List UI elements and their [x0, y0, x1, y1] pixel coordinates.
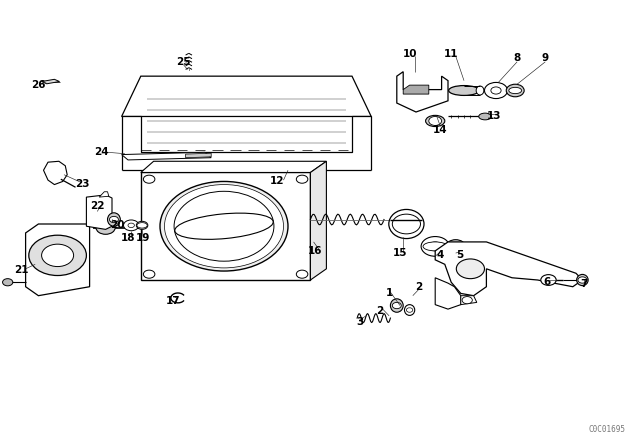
- Polygon shape: [403, 85, 429, 94]
- Text: 20: 20: [110, 220, 124, 230]
- Text: 4: 4: [436, 250, 444, 260]
- Text: 26: 26: [31, 80, 45, 90]
- Polygon shape: [122, 76, 371, 116]
- Text: 24: 24: [94, 147, 108, 157]
- Ellipse shape: [479, 113, 492, 120]
- Text: 6: 6: [543, 277, 551, 287]
- Polygon shape: [435, 242, 582, 296]
- Bar: [141, 172, 310, 280]
- Circle shape: [128, 223, 134, 228]
- Text: 22: 22: [90, 201, 104, 211]
- Circle shape: [462, 297, 472, 304]
- Ellipse shape: [390, 299, 403, 312]
- Circle shape: [29, 235, 86, 276]
- Polygon shape: [141, 161, 326, 172]
- Text: 13: 13: [487, 111, 501, 121]
- Text: C0C01695: C0C01695: [589, 425, 626, 434]
- Circle shape: [143, 270, 155, 278]
- Polygon shape: [122, 152, 211, 160]
- Circle shape: [506, 84, 524, 97]
- Circle shape: [296, 270, 308, 278]
- Ellipse shape: [577, 274, 588, 286]
- Polygon shape: [186, 153, 211, 158]
- Ellipse shape: [476, 86, 484, 95]
- Text: 9: 9: [541, 53, 549, 63]
- Circle shape: [42, 244, 74, 267]
- Circle shape: [96, 221, 115, 234]
- Circle shape: [296, 175, 308, 183]
- Circle shape: [491, 87, 501, 94]
- Text: 14: 14: [433, 125, 447, 135]
- Text: 1: 1: [385, 289, 393, 298]
- Text: 21: 21: [14, 265, 28, 275]
- Ellipse shape: [449, 86, 479, 95]
- Polygon shape: [26, 224, 90, 296]
- Ellipse shape: [137, 223, 147, 228]
- Polygon shape: [42, 79, 60, 84]
- Circle shape: [406, 308, 413, 312]
- Circle shape: [484, 82, 508, 99]
- Ellipse shape: [509, 87, 522, 94]
- Circle shape: [143, 175, 155, 183]
- Polygon shape: [44, 161, 67, 185]
- Circle shape: [392, 302, 401, 309]
- Text: 16: 16: [308, 246, 322, 256]
- Text: 2: 2: [376, 306, 383, 316]
- Circle shape: [421, 237, 449, 256]
- Circle shape: [109, 216, 118, 223]
- Text: 25: 25: [177, 57, 191, 67]
- Text: 3: 3: [356, 317, 364, 327]
- Ellipse shape: [423, 242, 447, 251]
- Text: 15: 15: [393, 248, 407, 258]
- Circle shape: [446, 240, 465, 253]
- Circle shape: [124, 220, 139, 231]
- Text: 11: 11: [444, 49, 458, 59]
- Text: 23: 23: [75, 179, 89, 189]
- Polygon shape: [435, 278, 461, 309]
- Text: 17: 17: [166, 296, 180, 306]
- Circle shape: [392, 214, 420, 234]
- Text: 7: 7: [580, 280, 588, 289]
- Circle shape: [164, 185, 284, 268]
- Text: 8: 8: [513, 53, 521, 63]
- Ellipse shape: [175, 213, 273, 239]
- Circle shape: [136, 221, 148, 229]
- Circle shape: [578, 277, 587, 283]
- Polygon shape: [86, 195, 112, 229]
- Text: 19: 19: [136, 233, 150, 243]
- Polygon shape: [397, 72, 448, 112]
- Circle shape: [541, 275, 556, 285]
- Circle shape: [160, 181, 288, 271]
- Ellipse shape: [426, 115, 445, 127]
- Text: 2: 2: [415, 282, 423, 292]
- Text: 12: 12: [270, 177, 284, 186]
- Circle shape: [429, 242, 442, 251]
- Polygon shape: [461, 296, 477, 305]
- Polygon shape: [99, 192, 109, 197]
- Circle shape: [174, 191, 274, 261]
- Polygon shape: [310, 161, 326, 280]
- Ellipse shape: [404, 305, 415, 315]
- Ellipse shape: [108, 213, 120, 226]
- Circle shape: [456, 259, 484, 279]
- Polygon shape: [122, 116, 371, 170]
- Text: 5: 5: [456, 250, 463, 260]
- Ellipse shape: [388, 209, 424, 238]
- Ellipse shape: [448, 243, 463, 250]
- Circle shape: [429, 116, 442, 125]
- Text: 10: 10: [403, 49, 417, 59]
- Circle shape: [3, 279, 13, 286]
- Text: 18: 18: [121, 233, 135, 243]
